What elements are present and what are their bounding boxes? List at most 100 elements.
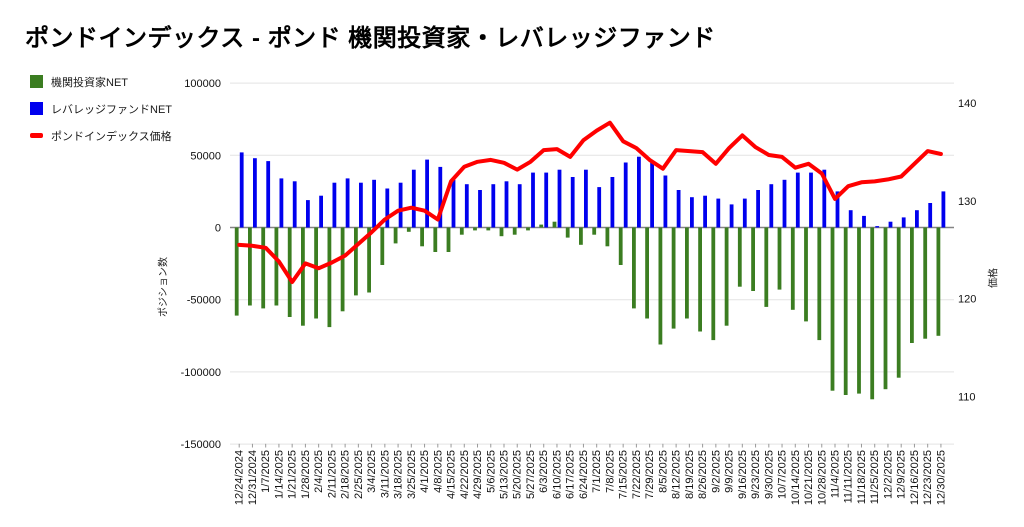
bar-leverage <box>544 172 549 228</box>
institutional-swatch-icon <box>30 75 43 88</box>
bar-institutional <box>473 227 477 231</box>
bar-leverage <box>915 210 919 228</box>
left-axis-tick-label: 50000 <box>190 150 221 162</box>
right-axis-tick-label: 120 <box>958 294 976 306</box>
right-axis-tick-label: 110 <box>958 391 976 403</box>
bar-leverage <box>756 190 760 228</box>
x-tick-label: 12/31/2024 <box>247 450 259 505</box>
bar-institutional <box>380 227 385 265</box>
bar-leverage <box>676 190 681 228</box>
bar-leverage <box>769 184 774 228</box>
bar-institutional <box>592 227 597 235</box>
bar-institutional <box>406 227 411 232</box>
bar-institutional <box>261 227 266 309</box>
x-tick-label: 6/10/2025 <box>552 450 564 499</box>
bar-institutional <box>857 227 861 394</box>
bar-leverage <box>411 169 416 228</box>
bar-institutional <box>658 227 663 345</box>
x-tick-label: 5/13/2025 <box>499 450 511 499</box>
bar-leverage <box>928 203 933 228</box>
bar-leverage <box>742 198 747 228</box>
bar-institutional <box>764 227 769 307</box>
x-tick-label: 7/8/2025 <box>604 450 616 493</box>
bar-institutional <box>354 227 358 296</box>
bar-leverage <box>359 182 363 228</box>
x-tick-label: 12/30/2025 <box>935 450 947 505</box>
bar-leverage <box>266 161 271 228</box>
bar-institutional <box>737 227 742 287</box>
x-tick-label: 11/11/2025 <box>843 450 855 503</box>
x-tick-label: 1/21/2025 <box>287 450 299 499</box>
x-tick-label: 12/24/2024 <box>234 450 246 505</box>
bar-institutional <box>287 227 292 317</box>
x-tick-label: 9/30/2025 <box>763 450 775 499</box>
bar-leverage <box>941 191 946 228</box>
bar-institutional <box>777 227 782 290</box>
bar-institutional <box>301 227 305 326</box>
x-tick-label: 10/14/2025 <box>790 450 802 505</box>
left-axis-tick-label: 0 <box>215 223 221 235</box>
bar-leverage <box>835 191 840 228</box>
bar-institutional <box>910 227 914 343</box>
bar-institutional <box>486 227 491 231</box>
x-tick-label: 3/11/2025 <box>379 450 391 498</box>
bar-leverage <box>848 210 853 228</box>
bar-leverage <box>239 152 244 228</box>
legend-item-price[interactable]: ポンドインデックス価格 <box>30 122 172 149</box>
right-axis-tick-label: 130 <box>958 196 976 208</box>
bar-leverage <box>875 226 880 228</box>
bar-leverage <box>597 187 602 228</box>
bar-leverage <box>385 188 390 228</box>
bar-institutional <box>314 227 318 319</box>
right-axis-tick-label: 140 <box>958 98 976 110</box>
bar-leverage <box>570 177 575 228</box>
bar-leverage <box>478 190 482 228</box>
bar-leverage <box>253 158 257 228</box>
x-tick-label: 2/11/2025 <box>326 450 338 498</box>
x-tick-label: 9/2/2025 <box>710 450 722 493</box>
x-tick-label: 12/2/2025 <box>883 450 895 499</box>
bar-leverage <box>716 198 721 228</box>
bar-institutional <box>420 227 424 247</box>
left-axis-tick-label: -50000 <box>187 295 221 307</box>
bar-institutional <box>671 227 676 329</box>
bar-institutional <box>830 227 835 391</box>
legend-label: レバレッジファンドNET <box>51 103 172 116</box>
bar-leverage <box>398 182 403 228</box>
bar-institutional <box>446 227 451 252</box>
x-tick-label: 7/15/2025 <box>618 450 630 499</box>
bar-institutional <box>367 227 371 293</box>
x-tick-label: 10/21/2025 <box>803 450 815 505</box>
bar-institutional <box>685 227 689 319</box>
bar-leverage <box>517 184 522 228</box>
x-tick-label: 2/18/2025 <box>340 450 352 499</box>
bar-institutional <box>618 227 623 265</box>
bar-institutional <box>340 227 345 312</box>
bar-institutional <box>234 227 239 316</box>
bar-institutional <box>552 221 557 228</box>
x-tick-label: 1/28/2025 <box>300 450 312 499</box>
legend-item-leverage[interactable]: レバレッジファンドNET <box>30 95 172 122</box>
x-tick-label: 7/22/2025 <box>631 450 643 499</box>
bar-institutional <box>393 227 398 244</box>
x-tick-label: 11/4/2025 <box>830 450 842 498</box>
bar-institutional <box>512 227 517 235</box>
bar-institutional <box>433 227 438 252</box>
bar-institutional <box>274 227 279 306</box>
bar-leverage <box>782 179 787 228</box>
bar-institutional <box>751 227 755 291</box>
bar-leverage <box>650 161 654 228</box>
x-tick-label: 2/25/2025 <box>353 450 365 499</box>
x-tick-label: 7/29/2025 <box>644 450 656 499</box>
legend-item-institutional[interactable]: 機関投資家NET <box>30 68 172 95</box>
bar-institutional <box>790 227 795 310</box>
left-axis-tick-label: -100000 <box>181 367 221 379</box>
bar-leverage <box>332 182 337 228</box>
left-axis-title: ポジション数 <box>158 257 170 317</box>
bar-institutional <box>605 227 610 247</box>
x-tick-label: 3/18/2025 <box>393 450 405 499</box>
bar-institutional <box>870 227 875 400</box>
bar-institutional <box>327 227 332 328</box>
bar-leverage <box>319 195 323 228</box>
